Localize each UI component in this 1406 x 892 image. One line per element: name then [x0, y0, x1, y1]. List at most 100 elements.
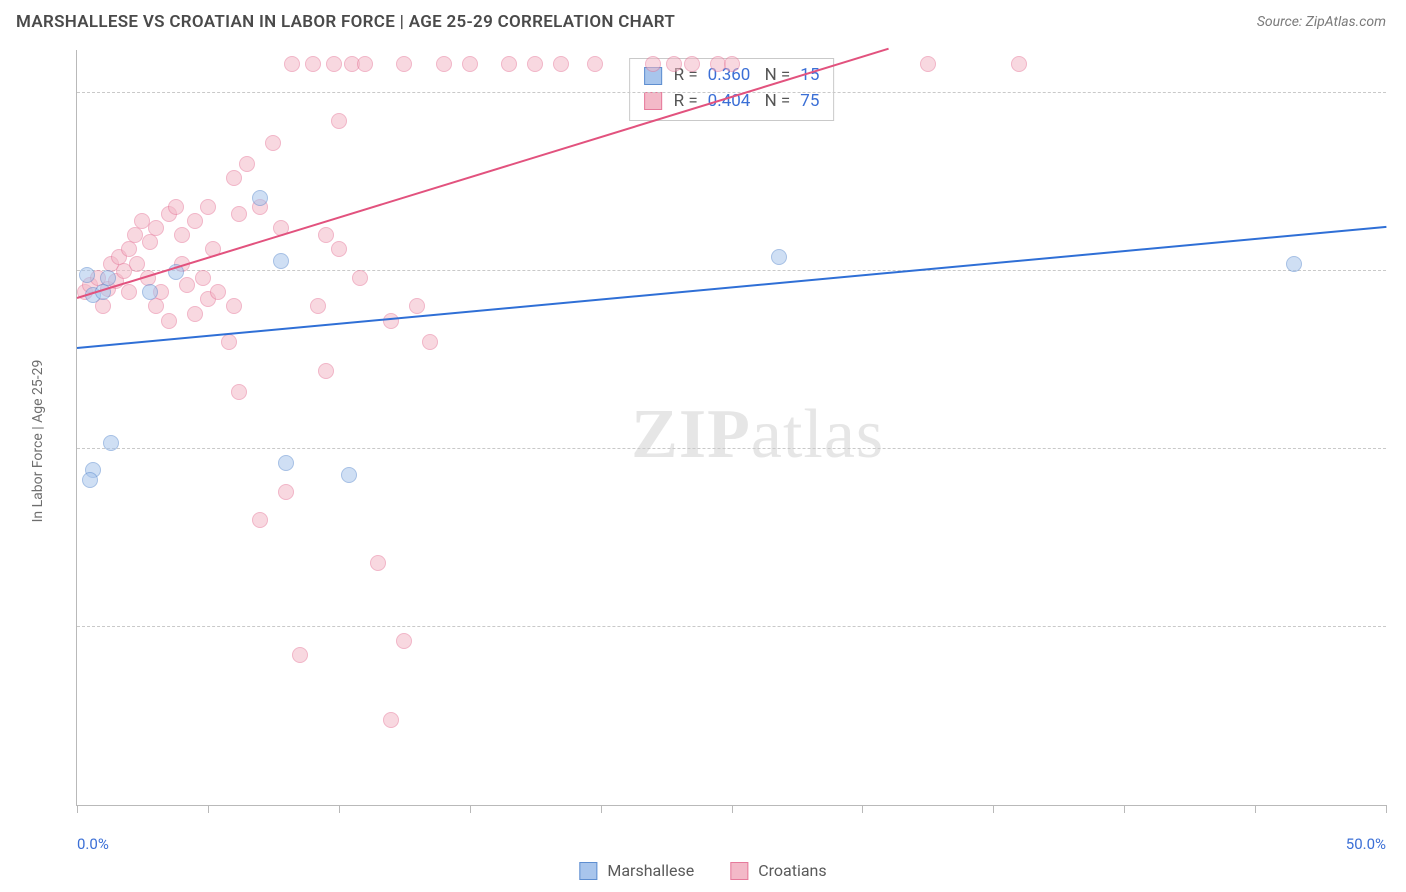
data-point-marshallese [273, 253, 289, 269]
data-point-croatians [310, 298, 326, 314]
data-point-croatians [252, 512, 268, 528]
data-point-marshallese [1286, 256, 1302, 272]
data-point-croatians [226, 298, 242, 314]
x-tick [1255, 805, 1256, 813]
data-point-croatians [168, 199, 184, 215]
data-point-croatians [195, 270, 211, 286]
data-point-croatians [422, 334, 438, 350]
data-point-croatians [148, 220, 164, 236]
data-point-croatians [210, 284, 226, 300]
chart-area: In Labor Force | Age 25-29 ZIPatlas R = … [50, 50, 1386, 832]
swatch-croatians [644, 92, 662, 110]
y-tick-label: 100.0% [1396, 84, 1406, 102]
legend-swatch-croatians [730, 862, 748, 880]
legend-label: Marshallese [607, 861, 694, 880]
data-point-croatians [587, 56, 603, 72]
data-point-croatians [383, 712, 399, 728]
data-point-croatians [129, 256, 145, 272]
data-point-marshallese [82, 472, 98, 488]
data-point-croatians [221, 334, 237, 350]
data-point-croatians [231, 206, 247, 222]
data-point-croatians [666, 56, 682, 72]
data-point-croatians [396, 56, 412, 72]
y-axis-title: In Labor Force | Age 25-29 [30, 360, 46, 523]
x-axis-label-max: 50.0% [1346, 835, 1386, 853]
data-point-croatians [174, 227, 190, 243]
trend-line-marshallese [77, 226, 1386, 349]
data-point-marshallese [341, 467, 357, 483]
data-point-marshallese [278, 455, 294, 471]
data-point-croatians [200, 199, 216, 215]
data-point-croatians [239, 156, 255, 172]
data-point-croatians [462, 56, 478, 72]
data-point-croatians [231, 384, 247, 400]
data-point-croatians [284, 56, 300, 72]
legend: Marshallese Croatians [579, 861, 826, 880]
data-point-croatians [318, 227, 334, 243]
data-point-croatians [148, 298, 164, 314]
data-point-croatians [383, 313, 399, 329]
data-point-croatians [331, 241, 347, 257]
gridline [77, 92, 1386, 93]
data-point-croatians [684, 56, 700, 72]
chart-source: Source: ZipAtlas.com [1257, 14, 1386, 30]
legend-item-marshallese: Marshallese [579, 861, 694, 880]
y-tick-label: 62.5% [1396, 618, 1406, 636]
data-point-croatians [501, 56, 517, 72]
gridline [77, 270, 1386, 271]
data-point-croatians [326, 56, 342, 72]
data-point-marshallese [79, 267, 95, 283]
data-point-croatians [920, 56, 936, 72]
x-tick [208, 805, 209, 813]
data-point-croatians [121, 284, 137, 300]
chart-header: MARSHALLESE VS CROATIAN IN LABOR FORCE |… [0, 0, 1406, 40]
x-tick [1124, 805, 1125, 813]
data-point-croatians [1011, 56, 1027, 72]
data-point-croatians [226, 170, 242, 186]
x-tick [993, 805, 994, 813]
data-point-croatians [370, 555, 386, 571]
legend-swatch-marshallese [579, 862, 597, 880]
trend-line-croatians [77, 48, 889, 299]
data-point-croatians [187, 213, 203, 229]
plot-region: ZIPatlas R = 0.360 N = 15 R = 0.404 N = … [76, 50, 1386, 806]
data-point-croatians [161, 313, 177, 329]
data-point-croatians [331, 113, 347, 129]
data-point-croatians [645, 56, 661, 72]
data-point-croatians [357, 56, 373, 72]
data-point-marshallese [100, 270, 116, 286]
x-tick [1386, 805, 1387, 813]
data-point-croatians [127, 227, 143, 243]
x-tick [470, 805, 471, 813]
data-point-croatians [553, 56, 569, 72]
data-point-croatians [292, 647, 308, 663]
data-point-croatians [396, 633, 412, 649]
data-point-croatians [436, 56, 452, 72]
gridline [77, 626, 1386, 627]
y-tick-label: 87.5% [1396, 262, 1406, 280]
x-tick [339, 805, 340, 813]
x-tick [862, 805, 863, 813]
data-point-croatians [265, 135, 281, 151]
legend-item-croatians: Croatians [730, 861, 826, 880]
x-tick [601, 805, 602, 813]
chart-title: MARSHALLESE VS CROATIAN IN LABOR FORCE |… [16, 12, 675, 32]
data-point-croatians [724, 56, 740, 72]
y-tick-label: 75.0% [1396, 440, 1406, 458]
data-point-croatians [352, 270, 368, 286]
data-point-croatians [409, 298, 425, 314]
data-point-croatians [305, 56, 321, 72]
data-point-croatians [179, 277, 195, 293]
watermark: ZIPatlas [631, 395, 884, 475]
data-point-marshallese [103, 435, 119, 451]
gridline [77, 448, 1386, 449]
data-point-croatians [187, 306, 203, 322]
data-point-marshallese [252, 190, 268, 206]
data-point-croatians [318, 363, 334, 379]
data-point-croatians [142, 234, 158, 250]
data-point-marshallese [142, 284, 158, 300]
data-point-croatians [278, 484, 294, 500]
data-point-croatians [527, 56, 543, 72]
data-point-marshallese [771, 249, 787, 265]
x-axis-label-min: 0.0% [77, 835, 109, 853]
